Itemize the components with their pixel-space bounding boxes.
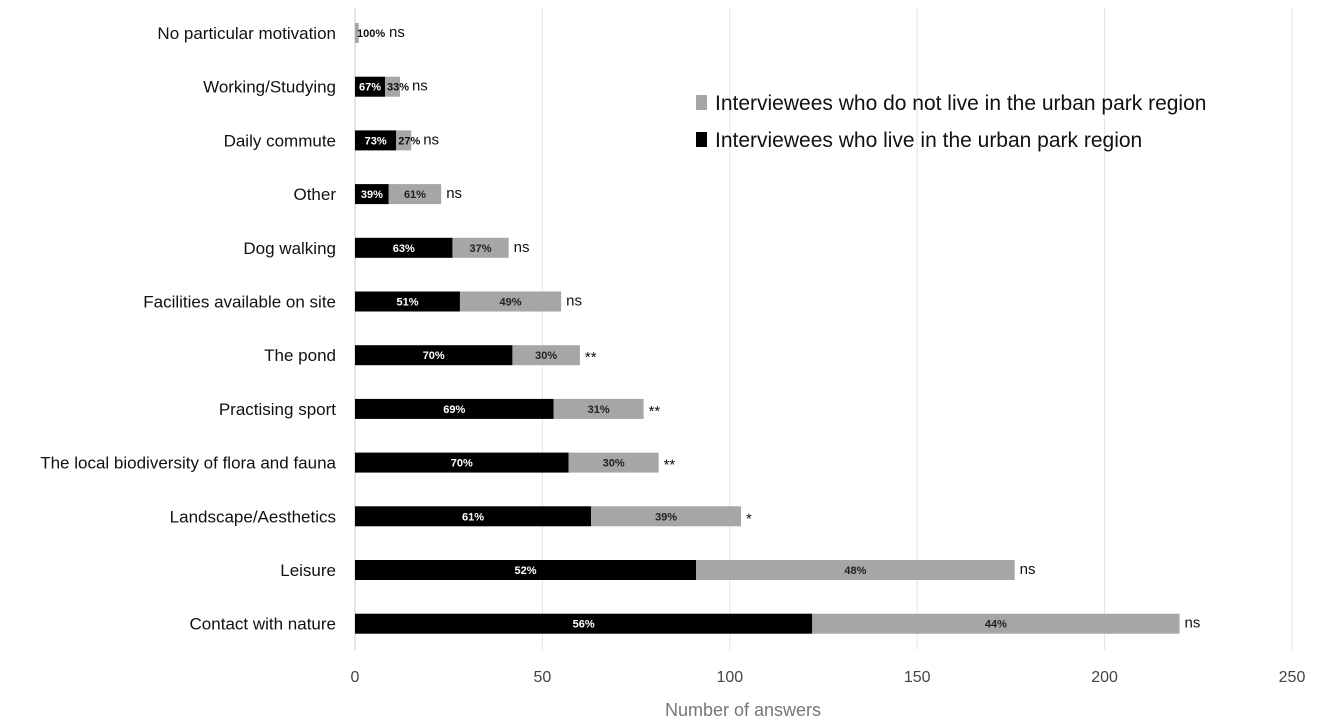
category-label: Facilities available on site	[143, 293, 336, 312]
bar-segment-resident	[355, 76, 385, 97]
data-label-resident: 70%	[423, 350, 445, 362]
legend-swatch	[696, 132, 707, 147]
bar-segment-resident	[355, 130, 397, 151]
bar-segment-non-resident	[812, 613, 1180, 634]
gridlines	[354, 8, 1293, 650]
data-label-resident: 61%	[462, 511, 484, 523]
bar-segment-non-resident	[568, 452, 659, 473]
category-label: No particular motivation	[157, 24, 336, 43]
legend-label: Interviewees who live in the urban park …	[715, 129, 1142, 152]
x-tick-label: 250	[1279, 669, 1306, 686]
category-label: Dog walking	[243, 239, 336, 258]
bar-segment-resident	[355, 184, 389, 205]
category-label: The pond	[264, 346, 336, 365]
bar-segment-resident	[355, 452, 569, 473]
legend: Interviewees who do not live in the urba…	[696, 92, 1206, 152]
bar-segment-non-resident	[355, 23, 359, 43]
x-tick-label: 200	[1091, 669, 1118, 686]
bar-segment-non-resident	[388, 184, 442, 205]
data-label-non-resident: 30%	[535, 350, 557, 362]
bar-segment-resident	[355, 291, 460, 312]
bar-segment-non-resident	[384, 76, 400, 97]
bar-segment-non-resident	[512, 345, 580, 366]
data-label-resident: 63%	[393, 243, 415, 255]
data-label-non-resident: 44%	[985, 619, 1007, 631]
data-label-resident: 56%	[573, 619, 595, 631]
significance-label: **	[649, 403, 661, 420]
significance-label: **	[585, 349, 597, 366]
x-tick-label: 150	[904, 669, 931, 686]
data-label-non-resident: 27%	[398, 135, 420, 147]
data-label-non-resident: 49%	[500, 297, 522, 309]
significance-label: ns	[514, 239, 530, 256]
data-label-resident: 70%	[451, 458, 473, 470]
legend-swatch	[696, 95, 707, 110]
data-label-non-resident: 48%	[844, 565, 866, 577]
significance-label: ns	[566, 293, 582, 310]
x-tick-labels: 0 50 100 150 200 250	[351, 669, 1306, 686]
significance-label: ns	[446, 185, 462, 202]
category-label: Landscape/Aesthetics	[170, 507, 336, 526]
bar-segment-resident	[355, 237, 453, 258]
significance-label: ns	[1185, 615, 1201, 632]
data-label-non-resident: 61%	[404, 189, 426, 201]
category-label: Contact with nature	[190, 615, 336, 634]
data-label-non-resident: 30%	[603, 458, 625, 470]
x-tick-label: 100	[716, 669, 743, 686]
significance-label: ns	[1020, 561, 1036, 578]
category-label: The local biodiversity of flora and faun…	[40, 454, 336, 473]
x-tick-label: 0	[351, 669, 360, 686]
data-label-non-resident: 100%	[357, 28, 385, 40]
bar-segment-non-resident	[459, 291, 562, 312]
bar-segment-non-resident	[591, 506, 742, 527]
category-label: Leisure	[280, 561, 336, 580]
data-label-non-resident: 39%	[655, 511, 677, 523]
bar-segment-non-resident	[452, 237, 509, 258]
data-label-resident: 67%	[359, 82, 381, 94]
significance-label: **	[664, 457, 676, 474]
data-label-non-resident: 33%	[387, 82, 409, 94]
legend-label: Interviewees who do not live in the urba…	[715, 92, 1206, 115]
significance-label: ns	[389, 24, 405, 41]
x-axis-title: Number of answers	[665, 700, 821, 720]
data-label-non-resident: 31%	[588, 404, 610, 416]
data-label-resident: 69%	[443, 404, 465, 416]
significance-label: ns	[412, 78, 428, 95]
data-label-resident: 39%	[361, 189, 383, 201]
category-labels: No particular motivation Working/Studying…	[40, 24, 336, 634]
category-label: Working/Studying	[203, 78, 336, 97]
data-label-resident: 52%	[515, 565, 537, 577]
data-label-resident: 73%	[365, 135, 387, 147]
x-tick-label: 50	[534, 669, 552, 686]
data-label-resident: 51%	[396, 297, 418, 309]
bar-segment-resident	[355, 398, 554, 419]
significance-label: *	[746, 510, 752, 527]
bar-segment-resident	[355, 345, 513, 366]
bar-segment-non-resident	[696, 560, 1015, 580]
bar-segment-resident	[355, 506, 592, 527]
bar-segment-non-resident	[396, 130, 412, 151]
category-label: Daily commute	[224, 131, 336, 150]
data-label-non-resident: 37%	[470, 243, 492, 255]
significance-label: ns	[423, 131, 439, 148]
bar-segment-resident	[355, 613, 813, 634]
category-label: Other	[293, 185, 336, 204]
bar-segment-non-resident	[553, 398, 644, 419]
bar-segment-resident	[355, 560, 697, 580]
category-label: Practising sport	[219, 400, 336, 419]
